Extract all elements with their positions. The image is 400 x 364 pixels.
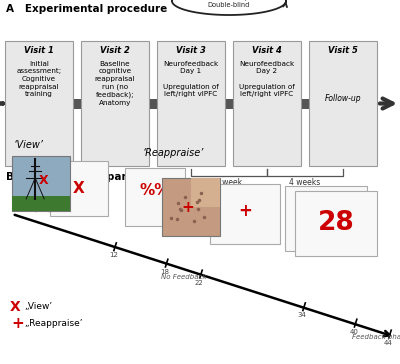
FancyBboxPatch shape: [81, 41, 149, 166]
FancyBboxPatch shape: [295, 191, 377, 256]
FancyBboxPatch shape: [191, 178, 220, 207]
FancyBboxPatch shape: [301, 99, 309, 108]
Text: 40: 40: [349, 329, 358, 335]
Text: X: X: [38, 174, 48, 187]
Text: Neurofeedback
Day 1

Upregulation of
left/right vlPFC: Neurofeedback Day 1 Upregulation of left…: [163, 61, 219, 97]
FancyBboxPatch shape: [73, 99, 81, 108]
Text: B   Experimental paradigm: B Experimental paradigm: [6, 172, 163, 182]
Text: 1 week: 1 week: [216, 178, 242, 187]
Text: „View’: „View’: [22, 302, 52, 312]
Text: „Reappraise’: „Reappraise’: [22, 318, 82, 328]
Text: Feedback phase: Feedback phase: [352, 333, 400, 340]
Text: A   Experimental procedure: A Experimental procedure: [6, 4, 167, 14]
Text: Baseline
cognitive
reappraisal
run (no
feedback);
Anatomy: Baseline cognitive reappraisal run (no f…: [95, 61, 135, 106]
Text: 34: 34: [298, 312, 307, 318]
FancyBboxPatch shape: [225, 99, 233, 108]
Text: Visit 2: Visit 2: [100, 46, 130, 55]
FancyBboxPatch shape: [162, 178, 220, 236]
FancyBboxPatch shape: [309, 41, 377, 166]
Text: ‘View’: ‘View’: [14, 140, 44, 150]
Text: 18: 18: [160, 269, 169, 275]
Text: Neurofeedback
Day 2

Upregulation of
left/right vlPFC: Neurofeedback Day 2 Upregulation of left…: [239, 61, 295, 97]
Text: 12: 12: [109, 253, 118, 258]
Text: %%: %%: [139, 182, 170, 198]
FancyBboxPatch shape: [233, 41, 301, 166]
FancyBboxPatch shape: [12, 195, 70, 211]
Text: +: +: [182, 199, 194, 214]
FancyBboxPatch shape: [157, 41, 225, 166]
Text: Visit 4: Visit 4: [252, 46, 282, 55]
FancyBboxPatch shape: [50, 161, 108, 216]
FancyBboxPatch shape: [149, 99, 157, 108]
FancyBboxPatch shape: [285, 186, 367, 251]
Text: Randomized
cross-over;
Double-blind: Randomized cross-over; Double-blind: [208, 0, 250, 8]
FancyBboxPatch shape: [5, 41, 73, 166]
Text: Visit 5: Visit 5: [328, 46, 358, 55]
Text: Visit 3: Visit 3: [176, 46, 206, 55]
Text: X: X: [10, 300, 21, 314]
Text: Follow-up: Follow-up: [325, 94, 361, 103]
Text: 22: 22: [195, 280, 204, 286]
Text: ‘Reappraise’: ‘Reappraise’: [143, 148, 204, 158]
Text: Visit 1: Visit 1: [24, 46, 54, 55]
Text: No Feedback: No Feedback: [161, 273, 206, 280]
Text: +: +: [238, 202, 252, 220]
FancyBboxPatch shape: [12, 156, 70, 211]
Text: Initial
assessment;
Cognitive
reappraisal
training: Initial assessment; Cognitive reappraisa…: [16, 61, 62, 97]
FancyBboxPatch shape: [125, 168, 185, 226]
Text: 4 weeks: 4 weeks: [289, 178, 321, 187]
FancyBboxPatch shape: [210, 184, 280, 244]
Text: +: +: [11, 316, 24, 331]
Text: 44: 44: [384, 340, 392, 346]
Text: X: X: [73, 181, 85, 196]
Text: Time (sec): Time (sec): [15, 206, 52, 212]
Text: 28: 28: [318, 210, 354, 237]
